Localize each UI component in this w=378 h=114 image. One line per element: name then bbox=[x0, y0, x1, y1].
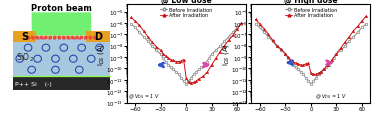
Text: Proton beam: Proton beam bbox=[31, 4, 92, 13]
X-axis label: V$_{GS}$ (V): V$_{GS}$ (V) bbox=[298, 111, 324, 114]
Circle shape bbox=[36, 37, 38, 39]
Bar bbox=[12, 32, 36, 42]
Circle shape bbox=[85, 37, 87, 39]
Title: @ High dose: @ High dose bbox=[284, 0, 338, 5]
Circle shape bbox=[67, 37, 69, 39]
Circle shape bbox=[31, 37, 34, 39]
Text: P++ Si    (-): P++ Si (-) bbox=[15, 81, 52, 86]
Text: SiO$_2$: SiO$_2$ bbox=[16, 51, 34, 63]
Y-axis label: I$_{DS}$ (A): I$_{DS}$ (A) bbox=[221, 42, 231, 65]
Text: S: S bbox=[21, 32, 28, 42]
Legend: Before Irradiation, After Irradiation: Before Irradiation, After Irradiation bbox=[160, 7, 213, 19]
Circle shape bbox=[89, 37, 91, 39]
Bar bbox=[87, 32, 110, 42]
Text: D: D bbox=[94, 32, 102, 42]
Circle shape bbox=[45, 37, 47, 39]
Bar bbox=[12, 36, 110, 40]
FancyArrow shape bbox=[27, 13, 96, 77]
X-axis label: V$_{GS}$ (V): V$_{GS}$ (V) bbox=[173, 111, 199, 114]
Circle shape bbox=[62, 37, 65, 39]
Circle shape bbox=[76, 37, 78, 39]
Circle shape bbox=[80, 37, 83, 39]
Y-axis label: I$_{DS}$ (A): I$_{DS}$ (A) bbox=[96, 42, 106, 65]
Text: @ V$_{DS}$ = 1 V: @ V$_{DS}$ = 1 V bbox=[315, 92, 347, 101]
Legend: Before Irradiation, After Irradiation: Before Irradiation, After Irradiation bbox=[284, 7, 338, 19]
Text: @ V$_{DS}$ = 1 V: @ V$_{DS}$ = 1 V bbox=[129, 92, 161, 101]
Bar bbox=[12, 38, 110, 77]
Circle shape bbox=[58, 37, 60, 39]
Bar bbox=[12, 77, 110, 90]
Circle shape bbox=[54, 37, 56, 39]
Circle shape bbox=[40, 37, 43, 39]
Circle shape bbox=[94, 37, 96, 39]
Title: @ Low dose: @ Low dose bbox=[161, 0, 212, 5]
Circle shape bbox=[49, 37, 51, 39]
Circle shape bbox=[71, 37, 74, 39]
Circle shape bbox=[27, 37, 29, 39]
